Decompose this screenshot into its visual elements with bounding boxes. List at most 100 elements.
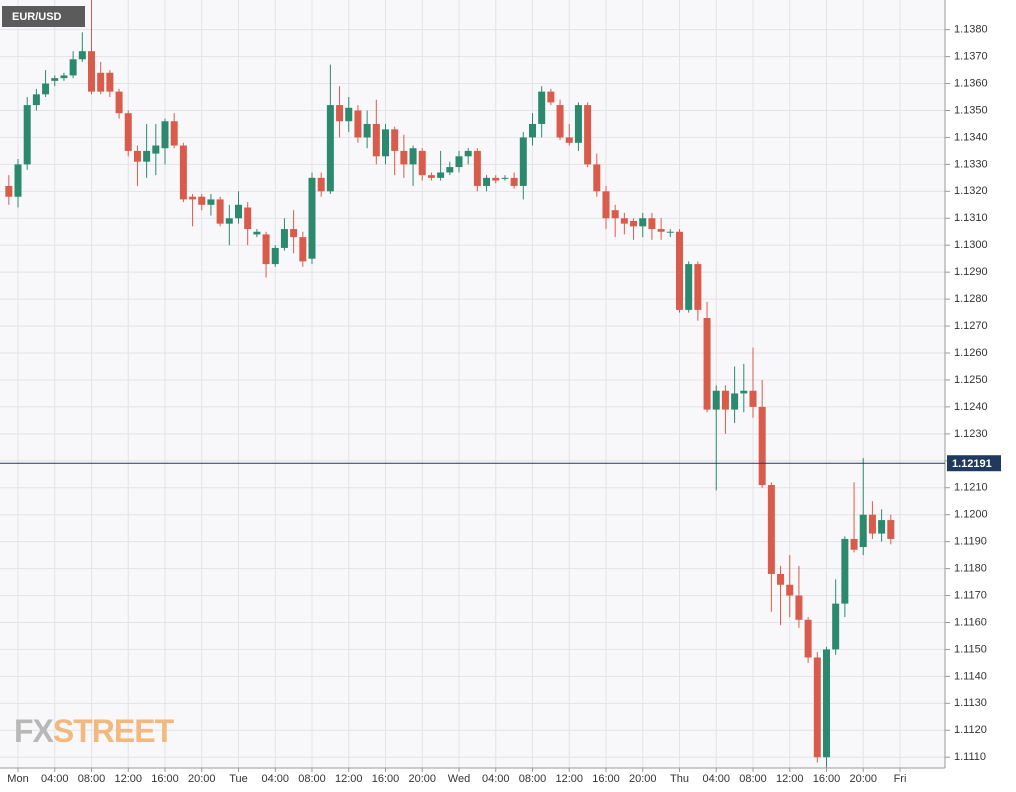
y-tick-label: 1.1230 xyxy=(954,428,988,440)
watermark-suffix: STREET xyxy=(53,713,175,749)
candle-body xyxy=(731,393,739,410)
x-tick-label: 20:00 xyxy=(188,773,216,785)
candle-body xyxy=(391,129,399,151)
y-tick-label: 1.1260 xyxy=(954,347,988,359)
y-tick-label: 1.1330 xyxy=(954,158,988,170)
x-tick-label: Wed xyxy=(448,773,470,785)
x-tick-label: 04:00 xyxy=(482,773,510,785)
watermark-prefix: FX xyxy=(14,713,55,749)
candle-body xyxy=(639,218,647,227)
watermark: FXSTREET xyxy=(14,713,175,749)
candle-body xyxy=(878,520,886,534)
y-tick-label: 1.1150 xyxy=(954,643,987,655)
last-price-box xyxy=(947,455,1001,472)
candle-body xyxy=(133,150,141,162)
candle-body xyxy=(657,229,665,232)
candle-body xyxy=(88,51,96,92)
candle-body xyxy=(804,619,812,658)
y-tick-label: 1.1140 xyxy=(954,670,987,682)
x-tick-label: 20:00 xyxy=(408,773,436,785)
y-tick-label: 1.1300 xyxy=(954,239,988,251)
candle-body xyxy=(620,218,628,224)
candle-body xyxy=(207,199,215,205)
candle-body xyxy=(14,164,22,197)
y-tick-label: 1.1350 xyxy=(954,104,988,116)
candle-body xyxy=(409,148,417,165)
candle-body xyxy=(317,177,325,192)
candle-body xyxy=(170,121,178,146)
candle-body xyxy=(235,204,243,219)
candle-body xyxy=(78,51,86,60)
candle-body xyxy=(115,91,123,114)
candle-body xyxy=(198,196,206,205)
candle-body xyxy=(795,595,803,620)
candle-body xyxy=(216,199,224,224)
candle-body xyxy=(225,218,233,224)
candle-body xyxy=(703,317,711,410)
candle-body xyxy=(721,390,729,410)
x-tick-label: 08:00 xyxy=(78,773,106,785)
y-tick-label: 1.1250 xyxy=(954,374,988,386)
candle-body xyxy=(483,177,491,186)
candle-body xyxy=(354,110,362,138)
candle-body xyxy=(271,247,279,265)
candle-body xyxy=(565,137,573,143)
candle-body xyxy=(400,150,408,165)
candle-body xyxy=(666,231,674,233)
candle-body xyxy=(32,94,40,106)
candle-body xyxy=(574,105,582,143)
x-tick-label: 08:00 xyxy=(298,773,326,785)
candle-body xyxy=(712,390,720,410)
candle-body xyxy=(280,229,288,248)
candle-body xyxy=(584,105,592,165)
x-tick-label: 16:00 xyxy=(813,773,841,785)
x-tick-label: 20:00 xyxy=(629,773,657,785)
candle-body xyxy=(336,105,344,122)
candle-body xyxy=(822,649,830,758)
candle-body xyxy=(528,123,536,138)
y-tick-label: 1.1380 xyxy=(954,24,988,36)
candle-body xyxy=(308,177,316,259)
y-tick-label: 1.1240 xyxy=(954,401,988,413)
candle-body xyxy=(473,150,481,186)
title-box xyxy=(2,6,85,27)
x-tick-label: 08:00 xyxy=(519,773,547,785)
y-tick-label: 1.1170 xyxy=(954,589,987,601)
grid xyxy=(0,0,945,768)
candle-body xyxy=(253,231,261,235)
candle-body xyxy=(777,573,785,585)
y-tick-label: 1.1110 xyxy=(954,751,986,763)
x-tick-label: 12:00 xyxy=(114,773,142,785)
candle-body xyxy=(630,220,638,227)
x-tick-label: 04:00 xyxy=(702,773,730,785)
candle-body xyxy=(675,231,683,310)
chart-title: EUR/USD xyxy=(12,11,62,23)
candle-body xyxy=(372,123,380,157)
candle-body xyxy=(694,264,702,310)
y-tick-label: 1.1130 xyxy=(954,697,987,709)
candle-body xyxy=(189,196,197,200)
x-tick-label: Fri xyxy=(894,773,907,785)
candle-body xyxy=(832,603,840,650)
candle-body xyxy=(648,218,656,230)
x-tick-label: 20:00 xyxy=(849,773,877,785)
candle-body xyxy=(749,390,757,407)
last-price-label: 1.12191 xyxy=(952,458,992,470)
y-tick-label: 1.1200 xyxy=(954,509,988,521)
candle-body xyxy=(381,129,389,157)
candle-body xyxy=(813,657,821,758)
candle-body xyxy=(547,91,555,103)
candle-body xyxy=(556,105,564,138)
y-tick-label: 1.1290 xyxy=(954,266,988,278)
candle-body xyxy=(5,185,13,197)
candle-body xyxy=(262,234,270,265)
candle-body xyxy=(767,485,775,574)
candle-body xyxy=(492,177,500,181)
candle-body xyxy=(152,145,160,154)
candle-body xyxy=(106,72,114,92)
candle-body xyxy=(179,145,187,200)
x-tick-label: 16:00 xyxy=(592,773,620,785)
candle-body xyxy=(161,121,169,149)
x-tick-label: 16:00 xyxy=(151,773,179,785)
